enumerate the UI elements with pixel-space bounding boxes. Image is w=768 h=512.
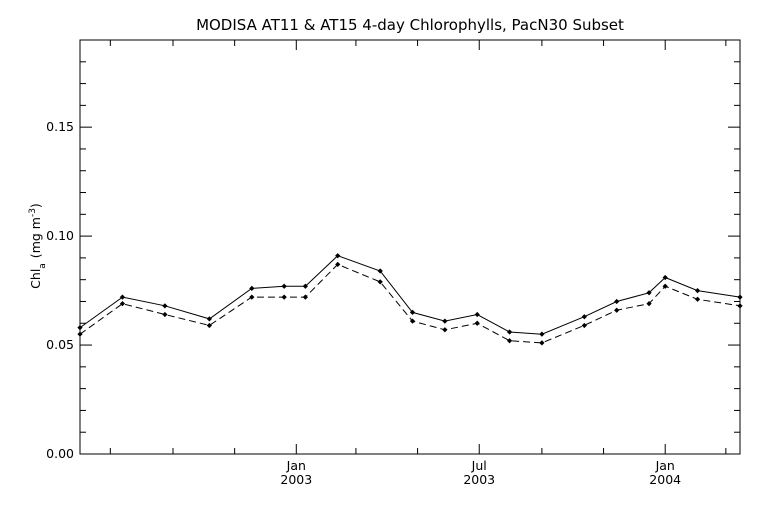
data-point-solid	[646, 290, 652, 296]
data-point-solid	[662, 274, 668, 281]
data-point-dashed	[506, 338, 513, 344]
y-tick-label: 0.00	[46, 446, 74, 461]
data-point-solid	[474, 311, 480, 318]
data-point-solid	[249, 285, 255, 292]
data-point-dashed	[539, 340, 545, 346]
y-axis-label-sub: a	[38, 263, 48, 269]
y-axis-label-exp: -3	[28, 208, 38, 217]
y-axis-label-units: (mg m	[28, 217, 43, 258]
data-point-solid	[302, 283, 309, 289]
data-point-dashed	[614, 307, 620, 313]
data-point-solid	[694, 287, 701, 294]
data-point-dashed	[162, 311, 168, 318]
data-point-dashed	[694, 296, 701, 302]
data-point-dashed	[206, 322, 212, 329]
data-point-dashed	[442, 327, 448, 333]
y-axis-label-main: Chl	[28, 269, 43, 289]
data-point-dashed	[662, 283, 668, 289]
x-tick-year-label: 2004	[649, 472, 681, 487]
data-point-solid	[119, 294, 126, 300]
chart-title: MODISA AT11 & AT15 4-day Chlorophylls, P…	[196, 16, 624, 34]
series-markers	[77, 253, 743, 346]
y-tick-label: 0.05	[46, 337, 74, 352]
data-point-solid	[377, 268, 383, 274]
series-line-dashed	[79, 263, 741, 344]
x-tick-month-label: Jan	[655, 458, 675, 473]
data-point-solid	[206, 316, 212, 322]
data-point-dashed	[335, 261, 341, 268]
series-lines	[79, 255, 741, 344]
data-point-dashed	[737, 303, 743, 309]
y-axis-label: Chla (mg m-3)	[28, 203, 48, 289]
data-point-solid	[614, 298, 620, 305]
data-point-dashed	[409, 318, 416, 324]
series-line-solid	[79, 255, 741, 335]
data-point-dashed	[249, 294, 255, 300]
data-point-solid	[581, 314, 587, 320]
data-point-solid	[281, 283, 287, 289]
data-point-dashed	[581, 322, 587, 329]
data-point-dashed	[281, 294, 287, 300]
x-tick-month-label: Jan	[286, 458, 306, 473]
data-point-solid	[409, 309, 416, 315]
axis-ticks	[80, 39, 740, 455]
x-tick-year-label: 2003	[463, 472, 495, 487]
data-point-solid	[506, 329, 513, 335]
data-point-solid	[442, 318, 448, 324]
y-tick-label: 0.15	[46, 119, 74, 134]
data-point-dashed	[646, 301, 652, 307]
data-point-dashed	[77, 331, 83, 337]
x-tick-month-label: Jul	[471, 458, 487, 473]
data-point-dashed	[119, 301, 126, 307]
plot-frame	[79, 39, 741, 455]
data-point-solid	[335, 253, 341, 259]
x-tick-year-label: 2003	[280, 472, 312, 487]
data-point-solid	[162, 303, 168, 309]
y-tick-label: 0.10	[46, 228, 74, 243]
data-point-solid	[77, 324, 83, 331]
data-point-solid	[539, 331, 545, 337]
data-point-solid	[737, 294, 743, 300]
data-point-dashed	[474, 320, 480, 326]
y-axis-label-close: )	[28, 203, 43, 208]
data-point-dashed	[302, 294, 309, 300]
data-point-dashed	[377, 279, 383, 285]
